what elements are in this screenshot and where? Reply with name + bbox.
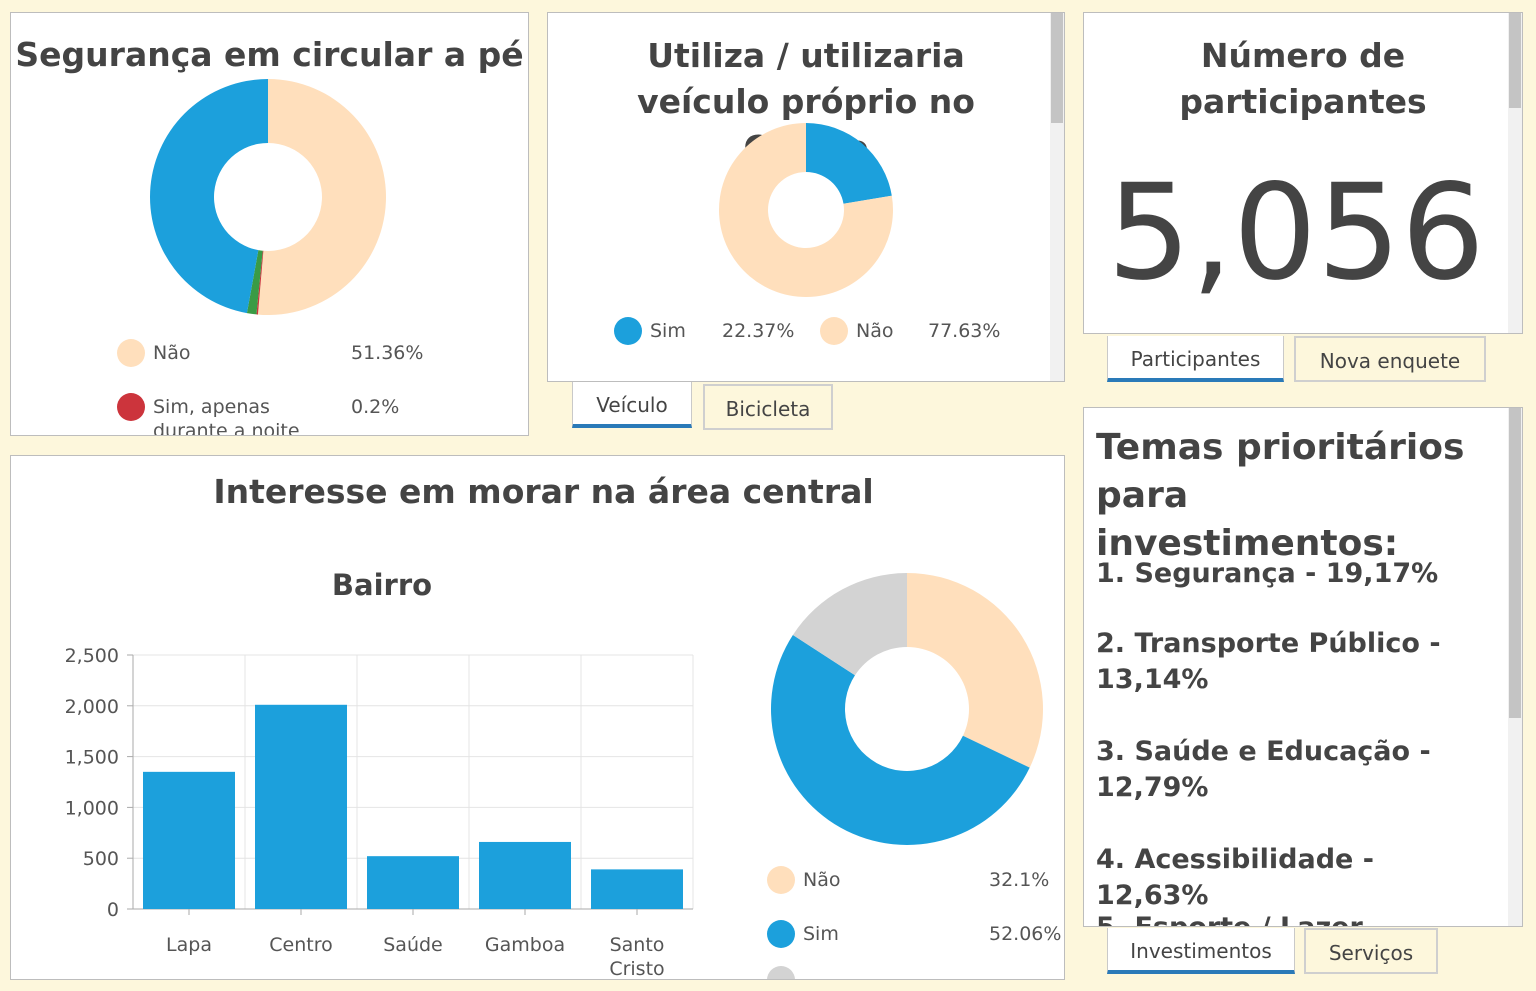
tab-veiculo[interactable]: Veículo <box>572 382 692 428</box>
legend-label: Não <box>803 869 841 891</box>
legend-value: 52.06% <box>989 923 1062 945</box>
tab-servicos[interactable]: Serviços <box>1304 928 1438 974</box>
tab-investimentos[interactable]: Investimentos <box>1107 928 1295 974</box>
seguranca-donut <box>150 79 387 315</box>
tema-item: 1. Segurança - 19,17% <box>1096 558 1439 589</box>
interesse-slice-sim[interactable] <box>771 634 1030 845</box>
seguranca-slice-slice-3[interactable] <box>150 79 268 314</box>
tab-participantes[interactable]: Participantes <box>1107 336 1284 382</box>
veiculo-donut <box>719 123 893 297</box>
temas-title: Temas prioritários para investimentos: <box>1096 427 1465 564</box>
legend-value: 22.37% <box>722 320 795 342</box>
legend-value: 51.36% <box>351 342 424 364</box>
tema-item: 2. Transporte Público - 13,14% <box>1096 628 1441 695</box>
chart-title: Bairro <box>332 568 432 602</box>
veiculo-slice-nao[interactable] <box>719 123 893 297</box>
scrollbar-thumb[interactable] <box>1509 408 1521 718</box>
panel-veiculo: Utiliza / utilizaria veículo próprio no … <box>547 12 1065 382</box>
legend-label: Sim <box>803 923 839 945</box>
legend-dot-sim <box>767 920 795 948</box>
legend-dot-outros <box>767 966 795 979</box>
seguranca-slice-slice-2[interactable] <box>246 250 263 315</box>
legend-dot-nao <box>117 339 145 367</box>
legend-label: Não <box>153 342 191 364</box>
seguranca-slice-sim-apenas-durante-a-noite[interactable] <box>256 250 264 315</box>
panel-participantes: Número de participantes 5,056 <box>1083 12 1523 334</box>
tab-nova-enquete[interactable]: Nova enquete <box>1294 336 1486 382</box>
panel-temas: Temas prioritários para investimentos: 1… <box>1083 407 1523 927</box>
interesse-slice-nao[interactable] <box>907 573 1043 768</box>
bairro-bar-chart: Bairro 0 500 1,000 1,500 2,000 2,500 Lapa Centro… <box>65 568 694 980</box>
x-tick-label: Gamboa <box>485 934 565 956</box>
legend-value: 77.63% <box>928 320 1001 342</box>
x-tick-label: Lapa <box>166 934 212 956</box>
legend-label: Não <box>856 320 894 342</box>
x-tick-label: Saúde <box>383 934 443 956</box>
panel-seguranca: Segurança em circular a pé Não 51.36% Sim,… <box>10 12 529 436</box>
participant-count: 5,056 <box>1107 156 1485 310</box>
legend-dot-nao <box>820 317 848 345</box>
x-tick-label: Santo <box>610 934 665 956</box>
scrollbar-thumb[interactable] <box>1509 13 1521 108</box>
panel-title: Número de participantes <box>1179 36 1427 121</box>
y-tick-label: 1,000 <box>65 797 119 819</box>
interesse-slice-slice-2[interactable] <box>792 573 907 676</box>
legend-label: Sim <box>650 320 686 342</box>
seguranca-slice-nao[interactable] <box>257 79 387 315</box>
legend-label: Sim, apenas durante a noite <box>153 396 300 436</box>
tab-bicicleta[interactable]: Bicicleta <box>703 384 833 430</box>
y-tick-label: 500 <box>83 848 119 870</box>
scrollbar-thumb[interactable] <box>1051 13 1063 123</box>
y-tick-label: 2,500 <box>65 645 119 667</box>
y-tick-label: 2,000 <box>65 696 119 718</box>
bar-santo-cristo[interactable] <box>591 869 683 909</box>
tema-item: 5. Esporte / Lazer - 10,77% <box>1096 910 1476 926</box>
tema-item: 3. Saúde e Educação - 12,79% <box>1096 736 1431 803</box>
bar-lapa[interactable] <box>143 771 235 909</box>
bar-centro[interactable] <box>255 704 347 909</box>
interesse-donut <box>771 573 1043 845</box>
legend-dot-nao <box>767 866 795 894</box>
legend-value: 32.1% <box>989 869 1050 891</box>
bar-gamboa[interactable] <box>479 841 571 909</box>
panel-title: Segurança em circular a pé <box>15 35 524 74</box>
veiculo-slice-sim[interactable] <box>806 123 892 204</box>
x-tick-label: Cristo <box>609 958 664 980</box>
panel-interesse: Interesse em morar na área central Bairr… <box>10 455 1065 980</box>
legend-dot-sim <box>614 317 642 345</box>
tema-item: 4. Acessibilidade - 12,63% <box>1096 844 1374 911</box>
x-tick-label: Centro <box>269 934 332 956</box>
y-tick-label: 0 <box>107 899 119 921</box>
legend-value: 0.2% <box>351 396 400 418</box>
bar-saude[interactable] <box>367 856 459 909</box>
y-tick-label: 1,500 <box>65 747 119 769</box>
legend-dot-sim-apenas-durante-a-noite <box>117 393 145 421</box>
panel-title: Interesse em morar na área central <box>213 472 874 511</box>
